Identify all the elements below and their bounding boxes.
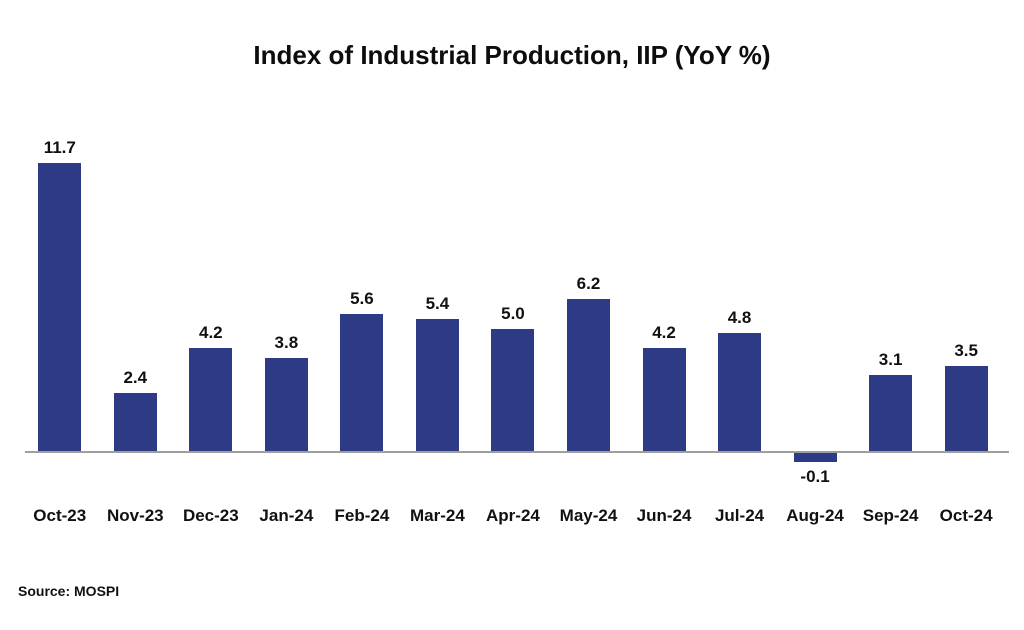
bar-value-label: -0.1	[800, 467, 830, 486]
bar-group: 3.1	[853, 135, 929, 487]
x-axis-tick-label: Mar-24	[410, 506, 465, 525]
bar-group: 11.7	[22, 135, 98, 487]
bar-value-label: 4.2	[652, 323, 676, 343]
x-axis-tick-label: Nov-23	[106, 506, 164, 525]
bar-value-label: 2.4	[123, 367, 148, 387]
x-axis-line	[25, 451, 1009, 453]
x-axis-tick-label: Jul-24	[714, 506, 765, 525]
bar	[944, 365, 988, 452]
bar-group: 5.6	[324, 135, 400, 487]
bar-value-label: 5.4	[425, 293, 450, 313]
x-axis-tick-label: May-24	[559, 506, 618, 525]
bar-group: 5.0	[475, 135, 551, 487]
bar-group: 5.4	[400, 135, 476, 487]
bar-group: 6.2	[551, 135, 627, 487]
bar	[642, 348, 686, 452]
bar-value-label: 4.2	[199, 323, 223, 343]
bar-value-label: 5.6	[350, 288, 374, 308]
bar	[869, 375, 913, 452]
bar-value-label: 6.2	[576, 273, 601, 293]
bar	[415, 318, 459, 452]
bar	[340, 313, 384, 452]
bar-value-label: 3.5	[954, 340, 978, 360]
bar-value-label: 3.8	[274, 333, 299, 353]
bar	[189, 348, 233, 452]
bar-value-label: 4.8	[727, 308, 752, 328]
bar	[566, 298, 610, 452]
x-axis-tick-label: Jun-24	[636, 506, 692, 525]
x-axis-tick-label: Apr-24	[486, 506, 540, 525]
bar-group: 4.8	[702, 135, 778, 487]
plot-area: 11.7 2.4 4.2 3.8 5.6 5.4 5.0 6.2 4.2 4.8 -0.1 3.1 3.…	[0, 135, 1024, 487]
x-axis-tick-label: Feb-24	[334, 506, 390, 525]
bars-container: 11.7 2.4 4.2 3.8 5.6 5.4 5.0 6.2 4.2 4.8 -0.1 3.1 3.…	[22, 135, 1004, 487]
chart-title: Index of Industrial Production, IIP (YoY…	[253, 40, 771, 70]
bar	[793, 452, 837, 462]
bar-value-label: 3.1	[878, 350, 903, 370]
bar-group: -0.1	[777, 135, 853, 487]
x-axis-tick-label: Sep-24	[862, 506, 919, 525]
x-axis-tick-label: Aug-24	[786, 506, 844, 525]
bar-group: 4.2	[173, 135, 249, 487]
bar	[38, 163, 82, 452]
bar-group: 3.5	[928, 135, 1004, 487]
x-axis-tick-label: Oct-23	[33, 506, 87, 525]
bar-group: 2.4	[98, 135, 174, 487]
bar-value-label: 11.7	[43, 138, 76, 158]
x-axis-tick-label: Dec-23	[182, 506, 239, 525]
bar	[718, 333, 762, 452]
source-note: Source: MOSPI	[18, 583, 120, 599]
bar	[264, 358, 308, 452]
bar-group: 4.2	[626, 135, 702, 487]
x-axis-tick-label: Jan-24	[259, 506, 314, 525]
bar-group: 3.8	[249, 135, 325, 487]
bar	[491, 328, 535, 452]
bar-value-label: 5.0	[501, 303, 525, 323]
bar	[113, 392, 157, 452]
x-axis-tick-labels: Oct-23 Nov-23 Dec-23 Jan-24 Feb-24 Mar-24 Apr-…	[22, 506, 1004, 526]
x-axis-tick-label: Oct-24	[939, 506, 993, 525]
